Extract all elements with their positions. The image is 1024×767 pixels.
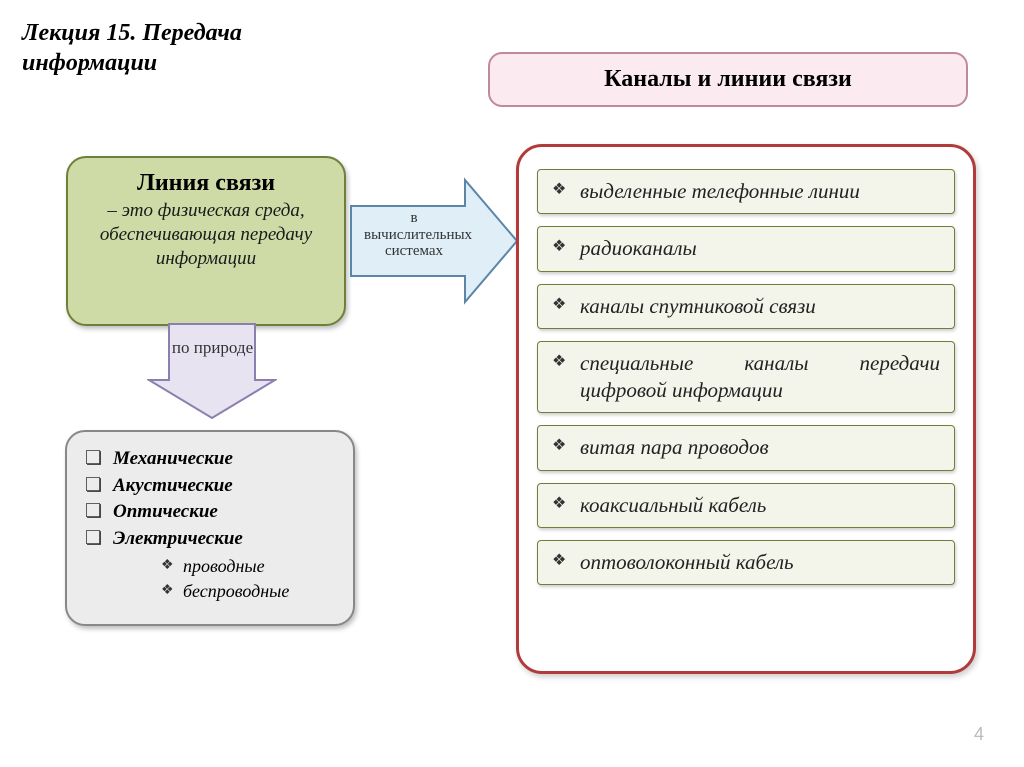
nature-box: Механические Акустические Оптические Эле… — [65, 430, 355, 626]
arrow-down-label: по природе — [165, 338, 260, 358]
nature-subitem: беспроводные — [161, 579, 343, 603]
nature-item: Оптические — [85, 499, 343, 526]
channel-item: каналы спутниковой связи — [537, 284, 955, 329]
arrow-down-icon — [147, 320, 277, 420]
channel-item: оптоволоконный кабель — [537, 540, 955, 585]
nature-subitem: проводные — [161, 554, 343, 578]
slide-title: Лекция 15. Передача информации — [22, 18, 382, 78]
arrow-right-label: в вычислительных системах — [364, 210, 464, 260]
definition-title: Линия связи — [86, 170, 326, 197]
channel-item: специальные каналы передачи цифровой инф… — [537, 341, 955, 414]
channels-panel: выделенные телефонные линии радиоканалы … — [516, 144, 976, 674]
nature-item: Электрические проводные беспроводные — [85, 526, 343, 603]
nature-item: Механические — [85, 446, 343, 473]
nature-list: Механические Акустические Оптические Эле… — [85, 446, 343, 603]
header-box: Каналы и линии связи — [488, 52, 968, 107]
nature-sublist: проводные беспроводные — [161, 554, 343, 603]
channel-item: радиоканалы — [537, 226, 955, 271]
header-text: Каналы и линии связи — [604, 66, 852, 93]
page-number: 4 — [974, 724, 984, 745]
channel-item: выделенные телефонные линии — [537, 169, 955, 214]
channel-item: коаксиальный кабель — [537, 483, 955, 528]
nature-item: Акустические — [85, 473, 343, 500]
nature-item-label: Электрические — [113, 528, 243, 549]
channel-item: витая пара проводов — [537, 425, 955, 470]
definition-body: – это физическая среда, обеспечивающая п… — [86, 199, 326, 270]
definition-box: Линия связи – это физическая среда, обес… — [66, 156, 346, 326]
